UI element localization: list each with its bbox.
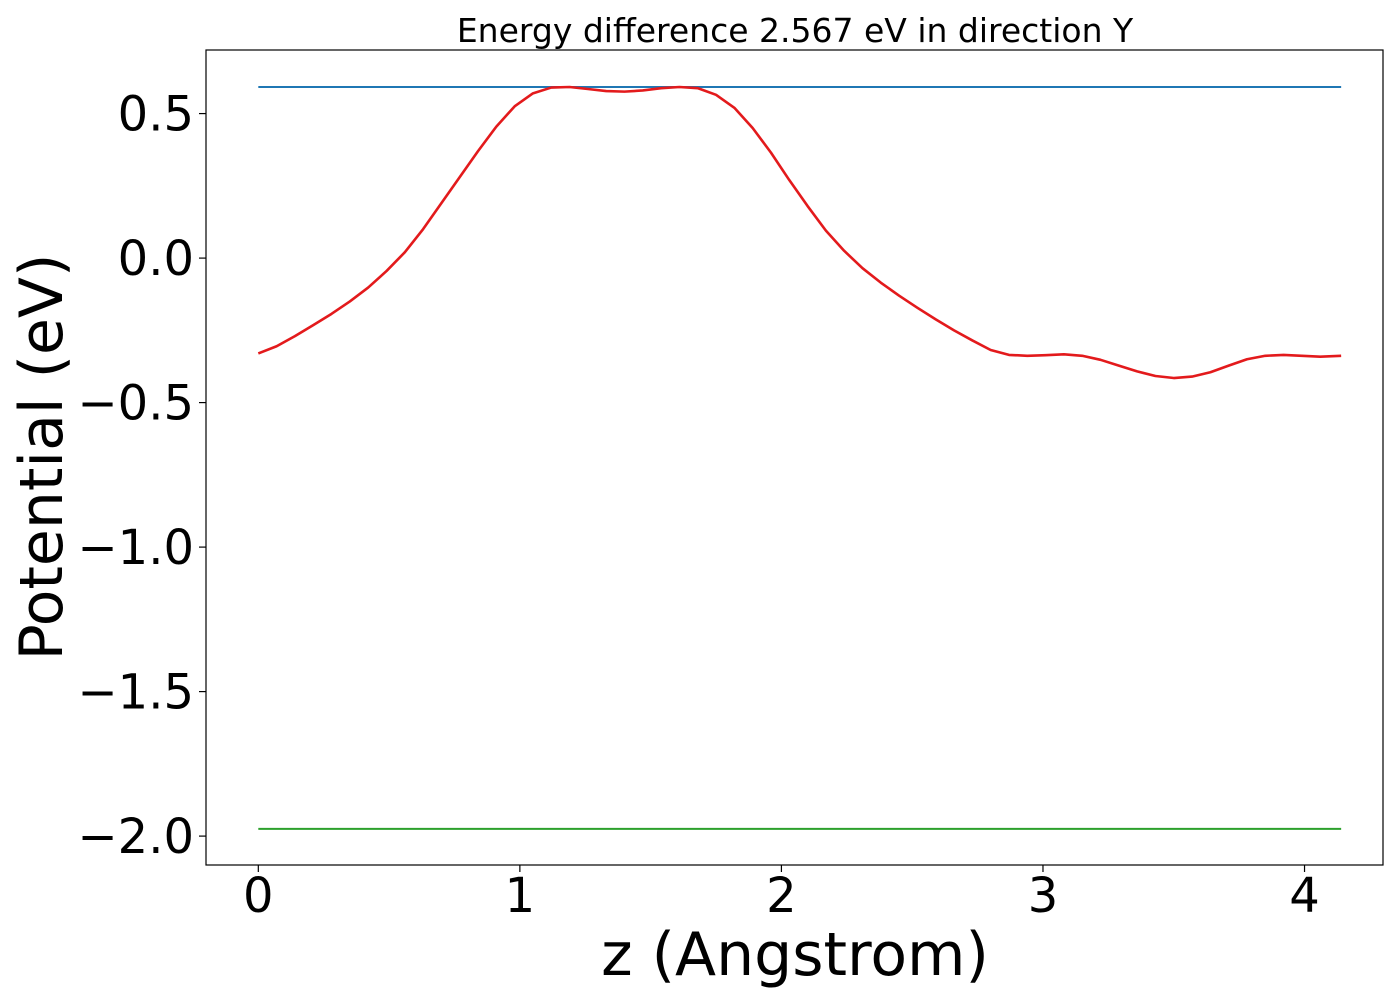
series-line-3 (257, 85, 1342, 380)
chart-title: Energy difference 2.567 eV in direction … (457, 11, 1134, 50)
x-tick-label: 1 (505, 868, 536, 924)
y-tick-label: −0.5 (77, 376, 194, 432)
x-tick-label: 2 (766, 868, 797, 924)
y-tick-label: −1.0 (77, 520, 194, 576)
x-tick-label: 0 (243, 868, 274, 924)
series-layer (257, 85, 1342, 830)
y-tick-label: 0.5 (118, 87, 194, 143)
plot-frame (205, 49, 1384, 866)
y-axis-ticks: 0.5 0.0 −0.5 −1.0 −1.5 −2.0 (77, 87, 206, 865)
x-axis-label: z (Angstrom) (601, 920, 989, 990)
y-axis-label: Potential (eV) (7, 254, 77, 661)
x-tick-label: 3 (1028, 868, 1059, 924)
x-tick-label: 4 (1289, 868, 1320, 924)
x-axis-ticks: 0 1 2 3 4 (243, 865, 1320, 924)
y-tick-label: 0.0 (118, 231, 194, 287)
y-tick-label: −2.0 (77, 809, 194, 865)
y-tick-label: −1.5 (77, 665, 194, 721)
